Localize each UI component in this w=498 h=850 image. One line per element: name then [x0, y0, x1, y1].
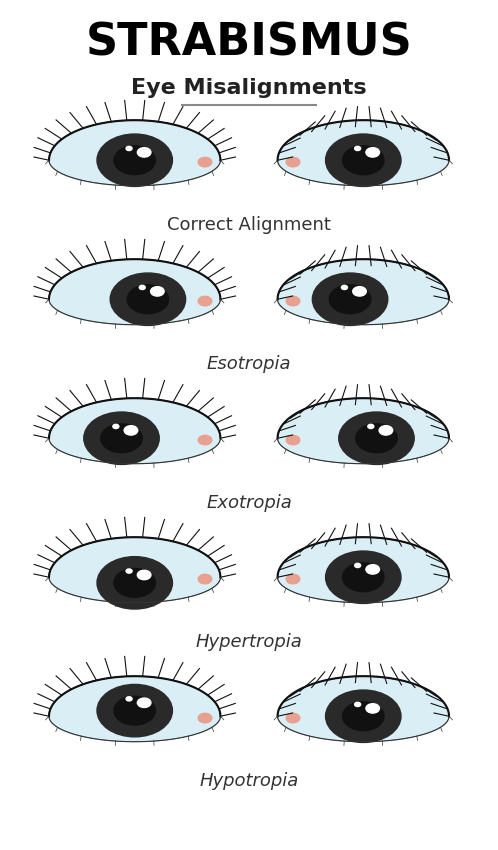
Polygon shape [277, 537, 449, 603]
Polygon shape [277, 259, 449, 325]
Text: Eye Misalignments: Eye Misalignments [131, 78, 367, 98]
Circle shape [326, 551, 401, 604]
Circle shape [114, 696, 155, 725]
Circle shape [366, 704, 379, 713]
Circle shape [366, 564, 379, 574]
Polygon shape [277, 677, 449, 742]
Circle shape [355, 702, 361, 706]
Polygon shape [49, 259, 221, 325]
Circle shape [286, 713, 300, 722]
Circle shape [198, 713, 212, 722]
Circle shape [339, 412, 414, 464]
Circle shape [343, 702, 384, 731]
Circle shape [326, 134, 401, 186]
Circle shape [286, 575, 300, 584]
Circle shape [342, 286, 348, 290]
Circle shape [198, 297, 212, 306]
Circle shape [366, 148, 379, 157]
Circle shape [329, 285, 371, 314]
Circle shape [198, 575, 212, 584]
Circle shape [286, 157, 300, 167]
Circle shape [97, 684, 172, 737]
Circle shape [137, 698, 151, 707]
Circle shape [150, 286, 164, 296]
Circle shape [124, 426, 138, 435]
Circle shape [114, 569, 155, 598]
Polygon shape [277, 120, 449, 185]
Circle shape [355, 564, 361, 568]
Circle shape [84, 412, 159, 464]
Circle shape [101, 424, 142, 453]
Polygon shape [49, 398, 221, 464]
Circle shape [126, 697, 132, 701]
Circle shape [139, 286, 145, 290]
Circle shape [113, 424, 119, 428]
Circle shape [97, 134, 172, 186]
Circle shape [379, 426, 393, 435]
Circle shape [353, 286, 367, 296]
Circle shape [343, 563, 384, 592]
Text: Correct Alignment: Correct Alignment [167, 216, 331, 234]
Circle shape [312, 273, 388, 326]
Polygon shape [49, 537, 221, 603]
Circle shape [286, 435, 300, 445]
Polygon shape [49, 677, 221, 742]
Circle shape [97, 557, 172, 609]
Circle shape [114, 146, 155, 174]
Circle shape [368, 424, 374, 428]
Text: Esotropia: Esotropia [207, 354, 291, 373]
Text: Exotropia: Exotropia [206, 494, 292, 512]
Polygon shape [277, 398, 449, 464]
Circle shape [198, 157, 212, 167]
Polygon shape [49, 120, 221, 185]
Circle shape [356, 424, 397, 453]
Circle shape [343, 146, 384, 174]
Circle shape [326, 690, 401, 742]
Circle shape [126, 146, 132, 150]
Text: Hypertropia: Hypertropia [196, 633, 302, 651]
Circle shape [198, 435, 212, 445]
Circle shape [110, 273, 186, 326]
Circle shape [127, 285, 169, 314]
Circle shape [137, 148, 151, 157]
Circle shape [355, 146, 361, 150]
Text: Hypotropia: Hypotropia [199, 772, 299, 790]
Text: STRABISMUS: STRABISMUS [86, 21, 412, 65]
Circle shape [137, 570, 151, 580]
Circle shape [286, 297, 300, 306]
Circle shape [126, 569, 132, 573]
